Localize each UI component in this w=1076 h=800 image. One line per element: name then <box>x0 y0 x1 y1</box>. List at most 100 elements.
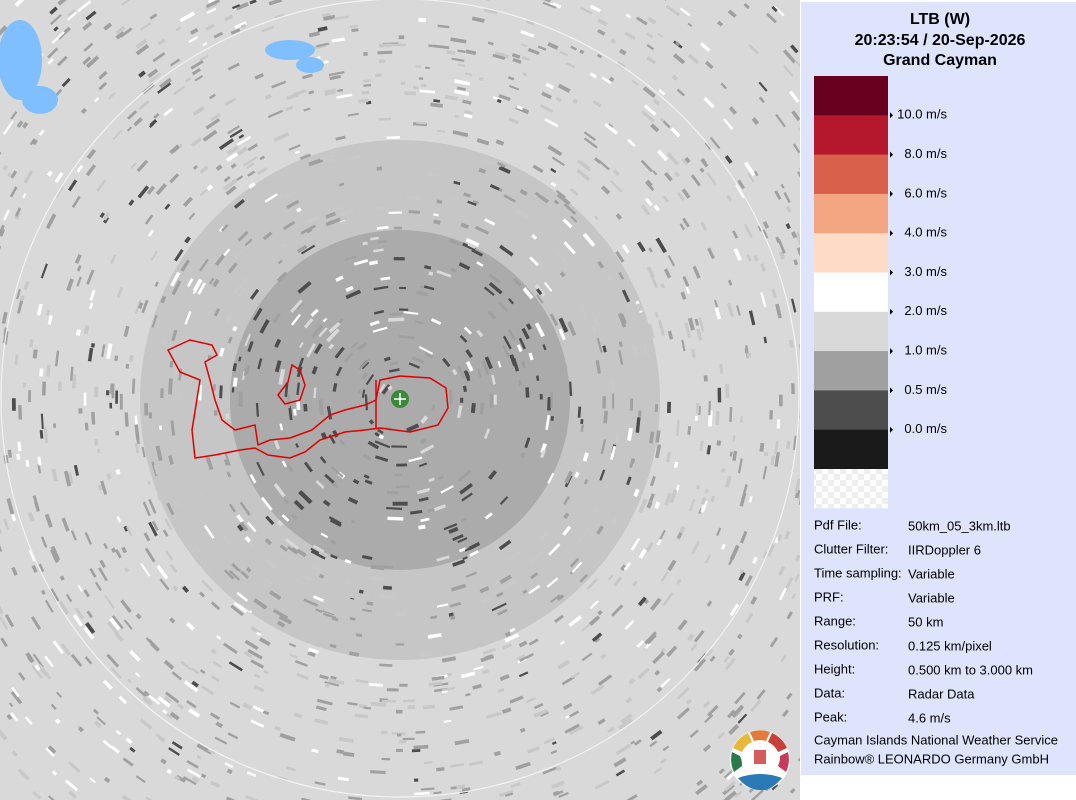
legend-label: 3.0 m/s <box>904 264 947 279</box>
radar-echo <box>101 344 106 358</box>
radar-echo <box>238 134 245 139</box>
radar-echo <box>703 700 711 709</box>
radar-echo <box>372 326 388 333</box>
radar-echo <box>253 598 268 610</box>
radar-echo <box>479 402 485 415</box>
radar-echo <box>2 164 9 171</box>
radar-echo <box>85 10 97 21</box>
radar-echo <box>232 325 238 332</box>
radar-echo <box>469 550 479 557</box>
radar-echo <box>464 72 473 77</box>
radar-echo <box>237 230 249 242</box>
radar-echo <box>311 365 318 375</box>
radar-echo <box>138 100 150 111</box>
radar-echo <box>778 251 786 260</box>
radar-echo <box>746 254 752 262</box>
radar-echo <box>296 382 300 396</box>
radar-echo <box>738 571 746 582</box>
radar-echo <box>535 288 543 296</box>
radar-echo <box>93 97 100 103</box>
radar-echo <box>249 474 257 484</box>
radar-echo <box>387 385 393 391</box>
radar-echo <box>405 195 420 201</box>
radar-echo <box>638 410 642 417</box>
radar-echo <box>481 158 495 166</box>
radar-echo <box>333 15 349 21</box>
radar-echo <box>386 136 400 140</box>
radar-echo <box>705 648 714 657</box>
radar-echo <box>696 779 704 787</box>
radar-echo <box>578 528 590 543</box>
radar-echo <box>644 197 653 207</box>
radar-echo <box>229 128 243 139</box>
radar-echo <box>541 91 552 100</box>
radar-echo <box>398 35 405 40</box>
radar-echo <box>0 224 5 236</box>
radar-echo <box>186 278 194 287</box>
radar-echo <box>228 661 243 672</box>
radar-echo <box>737 633 743 640</box>
radar-echo <box>156 493 163 501</box>
radar-echo <box>158 425 162 431</box>
radar-echo <box>717 387 722 403</box>
radar-echo <box>377 565 394 569</box>
radar-echo <box>8 702 14 708</box>
radar-echo <box>534 322 545 338</box>
radar-echo <box>358 357 371 370</box>
radar-echo <box>41 381 47 396</box>
radar-echo <box>437 475 444 481</box>
radar-echo <box>361 371 369 380</box>
radar-echo <box>226 144 240 156</box>
radar-echo <box>166 502 175 516</box>
radar-echo <box>576 159 592 172</box>
radar-echo <box>363 474 370 479</box>
radar-echo <box>553 199 560 205</box>
radar-echo <box>326 405 333 420</box>
radar-echo <box>613 169 620 177</box>
radar-echo <box>364 394 369 411</box>
radar-echo <box>707 247 715 260</box>
radar-echo <box>611 604 624 617</box>
radar-echo <box>570 215 578 223</box>
radar-echo <box>494 51 510 59</box>
radar-echo <box>623 562 632 571</box>
radar-echo <box>122 757 134 767</box>
radar-echo <box>228 570 241 581</box>
radar-site-cross <box>394 393 406 405</box>
radar-echo <box>673 461 679 468</box>
radar-echo <box>398 334 415 340</box>
coastline <box>166 339 449 459</box>
radar-echo <box>487 470 498 480</box>
radar-echo <box>196 754 203 760</box>
radar-echo <box>461 517 467 523</box>
info-value: 0.125 km/pixel <box>908 638 992 653</box>
radar-echo <box>596 337 603 353</box>
radar-echo <box>38 129 45 137</box>
radar-echo <box>361 389 366 398</box>
radar-echo <box>497 688 505 693</box>
radar-echo <box>14 0 27 7</box>
radar-echo <box>220 223 229 232</box>
radar-echo <box>703 375 708 382</box>
radar-echo <box>777 534 783 542</box>
radar-echo <box>93 720 102 729</box>
radar-echo <box>290 299 303 314</box>
radar-echo <box>418 17 427 23</box>
radar-echo <box>716 440 722 446</box>
radar-echo <box>86 610 93 619</box>
radar-echo <box>323 14 336 21</box>
radar-echo <box>508 298 514 305</box>
radar-echo <box>148 498 157 514</box>
radar-echo <box>325 211 337 219</box>
radar-echo <box>744 348 749 354</box>
radar-echo <box>151 520 159 532</box>
radar-echo <box>231 562 242 573</box>
radar-echo <box>680 291 687 300</box>
radar-echo <box>11 566 18 576</box>
radar-echo <box>184 311 192 325</box>
radar-echo <box>690 643 698 652</box>
radar-echo <box>734 691 746 705</box>
radar-echo <box>166 713 173 720</box>
radar-echo <box>347 701 358 706</box>
radar-echo <box>547 42 559 50</box>
